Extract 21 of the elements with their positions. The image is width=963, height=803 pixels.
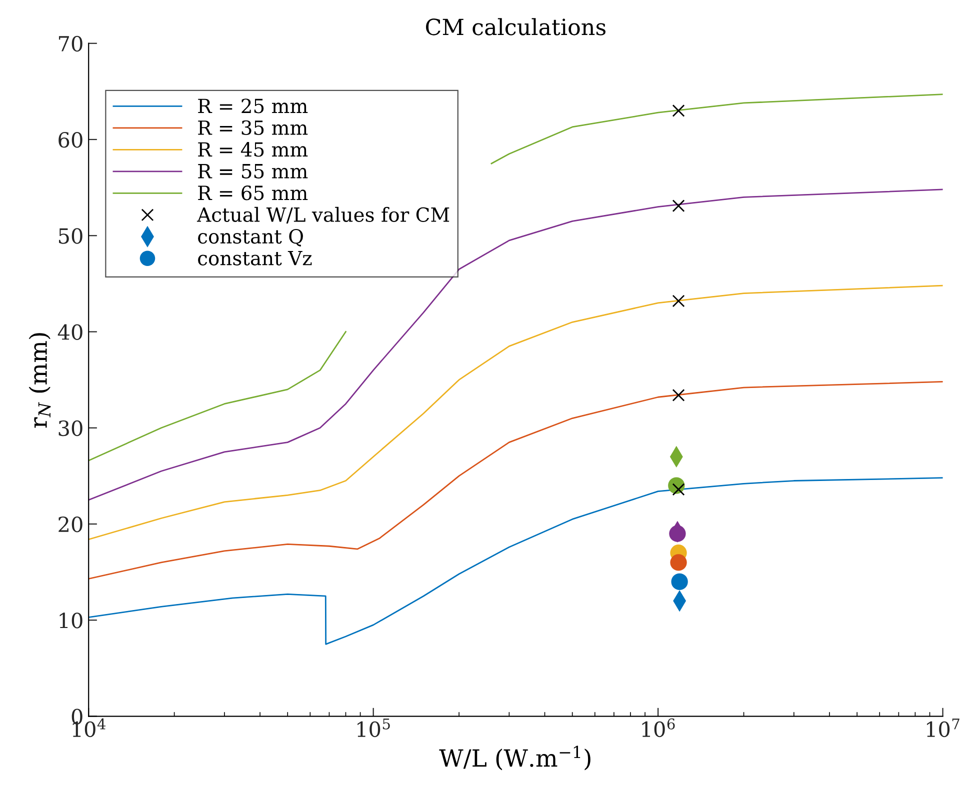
y-tick-label: 40 [58,324,82,340]
legend-label: R = 65 mm [198,186,308,200]
x-tick-label: 10$^{6}$ [642,718,675,738]
y-tick-label: 10 [60,612,82,628]
legend-label: R = 35 mm [198,120,308,136]
legend-label: constant Vz [198,250,312,266]
x-tick-label: 10$^{5}$ [358,718,390,738]
legend-label: constant Q [198,229,303,247]
y-tick-label: 60 [58,132,82,148]
y-tick-label: 50 [58,228,82,244]
y-axis-title: r$_{N}$ (mm) [28,333,51,428]
legend-label: Actual W/L values for CM [196,206,450,224]
legend-label: R = 25 mm [198,98,308,114]
chart-title: CM calculations [426,18,606,36]
x-tick-label: 10$^{7}$ [926,718,960,738]
y-tick-label: 30 [58,420,82,436]
y-tick-label: 70 [58,36,82,52]
y-tick-label: 20 [58,516,82,532]
legend-label: R = 45 mm [198,142,308,157]
legend-label: R = 55 mm [198,164,308,178]
x-axis-title: W/L (W.m$^{−1}$) [439,746,590,770]
